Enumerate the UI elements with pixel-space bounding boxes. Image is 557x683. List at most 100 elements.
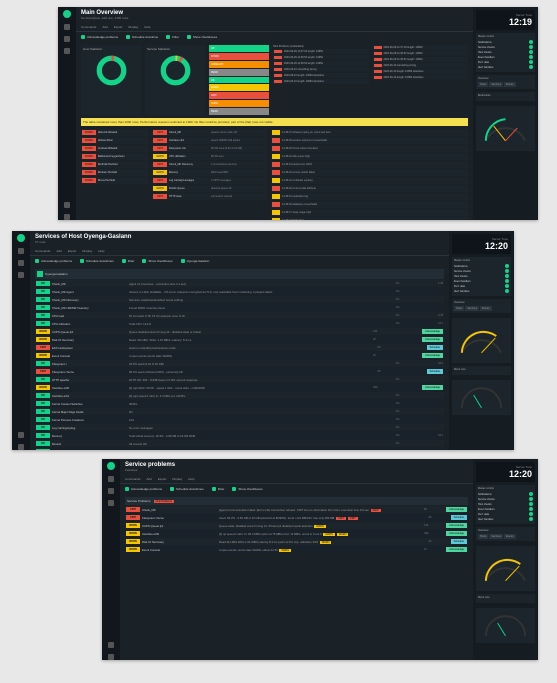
event-row[interactable]: 2023-06-29 11:36:52 length: 1095d bbox=[373, 51, 469, 56]
setup-icon[interactable] bbox=[108, 500, 114, 506]
event-row[interactable]: 2023-06-29 11:37:16 length: 1095d bbox=[373, 45, 469, 50]
menu-commands[interactable]: Commands bbox=[35, 249, 50, 253]
log-row[interactable]: 14:48:16 NTP offset bbox=[271, 217, 468, 220]
log-row[interactable]: 14:48:26 session expired or unreachable bbox=[271, 137, 468, 144]
logo-icon[interactable] bbox=[17, 234, 25, 242]
log-row[interactable]: 14:48:19 replication lag bbox=[271, 193, 468, 200]
event-row[interactable]: 2023-06-10 length: 1095d downtime bbox=[273, 73, 369, 78]
customize-icon[interactable] bbox=[18, 260, 24, 266]
menu-add[interactable]: Add bbox=[146, 477, 151, 481]
master-toggle[interactable]: Service checks bbox=[478, 497, 533, 501]
customize-icon[interactable] bbox=[64, 36, 70, 42]
master-toggle[interactable]: Event handlers bbox=[478, 55, 533, 59]
menu-commands[interactable]: Commands bbox=[125, 477, 140, 481]
filter-btn[interactable]: Hosts bbox=[478, 82, 488, 87]
action-button[interactable]: Acknowledge bbox=[422, 337, 443, 342]
master-toggle[interactable]: Perf. data bbox=[454, 284, 509, 288]
toolbar-btn[interactable]: Acknowledge problems bbox=[35, 259, 72, 263]
service-row[interactable]: WARNEvent Console4 open events (worst st… bbox=[35, 352, 444, 359]
log-row[interactable]: 14:48:25 check output truncated bbox=[271, 145, 468, 152]
menu-export[interactable]: Export bbox=[158, 477, 167, 481]
host-problem-row[interactable]: DOWNAlbrecht-Albstadt bbox=[81, 129, 148, 136]
event-row[interactable]: 2023-06-29 11:36:52 length: 1095d bbox=[273, 61, 369, 66]
problem-row[interactable]: WARNDisk IO SummaryRead 311 kB/s Write 1… bbox=[125, 538, 468, 545]
menu-display[interactable]: Display bbox=[82, 249, 92, 253]
log-row[interactable]: 14:48:17 swap usage high bbox=[271, 209, 468, 216]
problem-row[interactable]: CRITFilesystem /homeUsed: 95.2% - 9.52 G… bbox=[125, 514, 468, 521]
master-toggle[interactable]: Host checks bbox=[454, 274, 509, 278]
action-button[interactable]: Acknowledge bbox=[422, 385, 443, 390]
action-button[interactable]: Schedule bbox=[427, 369, 443, 374]
service-row[interactable]: OKHTTP apacheHTTP OK: 200 - 11438 bytes … bbox=[35, 376, 444, 383]
toolbar-btn[interactable]: Schedule downtimes bbox=[80, 259, 114, 263]
host-problem-row[interactable]: DOWNAndreas-Millstadt bbox=[81, 145, 148, 152]
event-row[interactable]: 2023-06-29 11:37:16 length: 1095d bbox=[273, 49, 369, 54]
log-row[interactable]: 14:48:23 packet loss 100% bbox=[271, 161, 468, 168]
user-icon[interactable] bbox=[108, 654, 114, 660]
filter-badge[interactable]: Only Problems bbox=[154, 500, 174, 503]
service-row[interactable]: OKLog /var/log/syslogNo error messages3m bbox=[35, 424, 444, 431]
service-row[interactable]: WARNInterface eth0[2] (up) MAC: 00:26...… bbox=[35, 384, 444, 391]
toolbar-btn[interactable]: Filter bbox=[122, 259, 135, 263]
service-row[interactable]: CRITESX HostsystemHost is in standby/mai… bbox=[35, 344, 444, 351]
service-row[interactable]: OKCPU load15 min load: 0.78, 15 min load… bbox=[35, 312, 444, 319]
service-row[interactable]: OKNTP TimeStratum 3, offset 1.2 ms, jitt… bbox=[35, 448, 444, 450]
menu-help[interactable]: Help bbox=[188, 477, 194, 481]
problem-row[interactable]: WARNCUPS Queue lp1Queue state: disabled … bbox=[125, 522, 468, 529]
toolbar-btn[interactable]: Filter bbox=[166, 35, 179, 39]
menu-help[interactable]: Help bbox=[98, 249, 104, 253]
stat-box[interactable]: DOWN bbox=[209, 53, 269, 60]
service-row[interactable]: WARNCUPS Queue lp1Queue disabled since F… bbox=[35, 328, 444, 335]
master-toggle[interactable]: Notifications bbox=[454, 264, 509, 268]
host-section-header[interactable]: Oyenga-Gaslann bbox=[35, 269, 444, 279]
service-row[interactable]: WARNDisk IO SummaryRead: 311 kB/s, Write… bbox=[35, 336, 444, 343]
service-row[interactable]: OKFilesystem /34.5% used (6.91 of 20 GB)… bbox=[35, 360, 444, 367]
stat-box[interactable]: WARN bbox=[209, 84, 269, 91]
log-row[interactable]: 14:48:21 certificate expiring bbox=[271, 177, 468, 184]
service-row[interactable]: OKMountsAll mounts OK3m bbox=[35, 440, 444, 447]
toolbar-btn[interactable]: Show checkboxes bbox=[187, 35, 217, 39]
master-toggle[interactable]: Service checks bbox=[454, 269, 509, 273]
service-row[interactable]: OKKernel Context Switches3544/s3m bbox=[35, 400, 444, 407]
monitor-icon[interactable] bbox=[108, 476, 114, 482]
monitor-icon[interactable] bbox=[18, 248, 24, 254]
toolbar-btn[interactable]: Schedule downtime bbox=[126, 35, 158, 39]
filter-btn[interactable]: Services bbox=[465, 306, 479, 311]
service-row[interactable]: OKKernel Process Creations11/s3m bbox=[35, 416, 444, 423]
master-toggle[interactable]: Perf. data bbox=[478, 60, 533, 64]
logo-icon[interactable] bbox=[63, 10, 71, 18]
menu-add[interactable]: Add bbox=[56, 249, 61, 253]
toolbar-btn[interactable]: Show checkboxes bbox=[142, 259, 172, 263]
service-problem-row[interactable]: CRITLog /var/log/messages3 CRIT messages bbox=[152, 177, 267, 184]
user-icon[interactable] bbox=[64, 214, 70, 220]
toolbar-btn[interactable]: Schedule downtimes bbox=[170, 487, 204, 491]
master-toggle[interactable]: Notifications bbox=[478, 492, 533, 496]
problem-row[interactable]: CRITCheck_MK[agent] Communication failed… bbox=[125, 506, 468, 513]
master-toggle[interactable]: Event handlers bbox=[454, 279, 509, 283]
event-row[interactable]: 2023-06-10 length: 1095d downtime bbox=[373, 75, 469, 80]
host-problem-row[interactable]: DOWNBertram-Herzfeld bbox=[81, 169, 148, 176]
stat-box[interactable]: PEND bbox=[209, 108, 269, 115]
action-button[interactable]: Acknowledge bbox=[446, 531, 467, 536]
service-problem-row[interactable]: CRITCheck_MK Discovery2 unmonitored serv… bbox=[152, 161, 267, 168]
service-problem-row[interactable]: WARNPostfix Queuedeferred queue 45 bbox=[152, 185, 267, 192]
help-icon[interactable] bbox=[64, 202, 70, 208]
service-row[interactable]: OKMemoryTotal virtual memory: 18.4% - 2.… bbox=[35, 432, 444, 439]
menu-export[interactable]: Export bbox=[114, 25, 123, 29]
service-row[interactable]: OKCheck_MK HW/SW InventoryFound 28301 in… bbox=[35, 304, 444, 311]
filter-btn[interactable]: Events bbox=[504, 82, 516, 87]
action-button[interactable]: Schedule bbox=[451, 515, 467, 520]
event-row[interactable]: 2023-06-10 something wrong bbox=[273, 67, 369, 72]
master-toggle[interactable]: Host checks bbox=[478, 502, 533, 506]
help-icon[interactable] bbox=[18, 432, 24, 438]
log-row[interactable]: 14:48:18 database unreachable bbox=[271, 201, 468, 208]
service-problem-row[interactable]: CRITHTTP wwwconnection refused bbox=[152, 193, 267, 200]
problem-row[interactable]: WARNEvent Console4 open events, worst st… bbox=[125, 546, 468, 553]
filter-btn[interactable]: Services bbox=[489, 82, 503, 87]
filter-btn[interactable]: Services bbox=[489, 534, 503, 539]
menu-add[interactable]: Add bbox=[102, 25, 107, 29]
customize-icon[interactable] bbox=[108, 488, 114, 494]
filter-btn[interactable]: Hosts bbox=[454, 306, 464, 311]
action-button[interactable]: Acknowledge bbox=[446, 523, 467, 528]
service-row[interactable]: OKCheck_MKAgent v2.0 success... (executi… bbox=[35, 280, 444, 287]
